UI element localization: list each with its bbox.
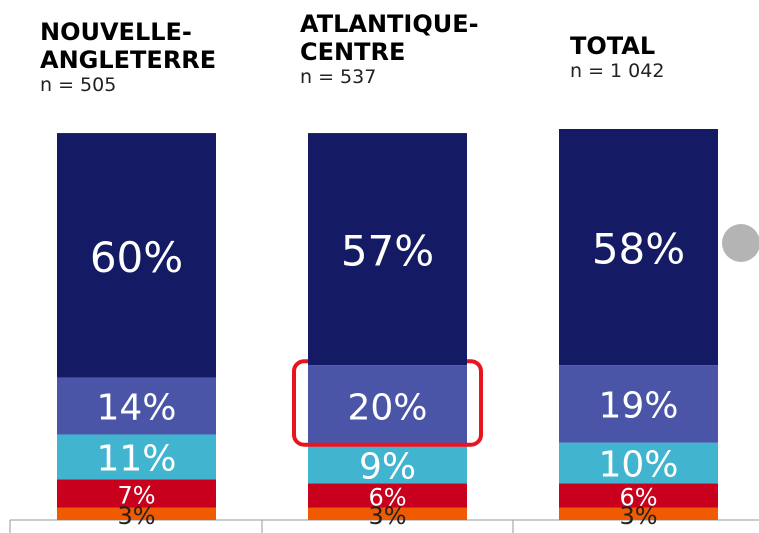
bar-segment xyxy=(559,507,718,520)
bar-segment xyxy=(57,507,216,520)
data-label: 20% xyxy=(347,387,427,428)
category-label: ATLANTIQUE-CENTRE xyxy=(300,10,479,66)
sample-size: n = 537 xyxy=(300,66,377,88)
bar-segment xyxy=(57,377,216,435)
data-label: 57% xyxy=(341,227,434,276)
data-label: 19% xyxy=(598,385,678,426)
data-label: 60% xyxy=(90,233,183,282)
data-label: 10% xyxy=(598,444,678,485)
column-header: ATLANTIQUE-CENTRE n = 537 xyxy=(300,10,515,88)
data-label: 14% xyxy=(96,387,176,428)
bar-segment xyxy=(57,133,216,378)
column-header: NOUVELLE-ANGLETERRE n = 505 xyxy=(40,18,255,96)
bar-segment xyxy=(559,365,718,443)
bar-segment xyxy=(308,365,467,447)
data-label: 3% xyxy=(368,502,406,530)
category-label: NOUVELLE-ANGLETERRE xyxy=(40,18,217,74)
sample-size: n = 505 xyxy=(40,74,117,96)
data-label: 11% xyxy=(96,438,176,479)
sample-size: n = 1 042 xyxy=(570,60,665,82)
bar-segment xyxy=(308,483,467,508)
data-label: 3% xyxy=(619,502,657,530)
data-label: 3% xyxy=(117,502,155,530)
data-label: 7% xyxy=(117,482,155,510)
bar-segment xyxy=(308,446,467,484)
data-label: 58% xyxy=(592,225,685,274)
bar-segment xyxy=(57,434,216,480)
data-label: 9% xyxy=(359,447,416,488)
category-label: TOTAL xyxy=(570,32,656,60)
bar-segment xyxy=(559,442,718,484)
bar-segment xyxy=(308,133,467,366)
bar-segment xyxy=(57,479,216,508)
data-label: 6% xyxy=(368,484,406,512)
indicator-dot xyxy=(722,224,759,262)
bar-segment xyxy=(559,129,718,366)
column-header: TOTAL n = 1 042 xyxy=(570,32,759,82)
data-label: 6% xyxy=(619,484,657,512)
bar-segment xyxy=(559,483,718,508)
bar-segment xyxy=(308,507,467,520)
